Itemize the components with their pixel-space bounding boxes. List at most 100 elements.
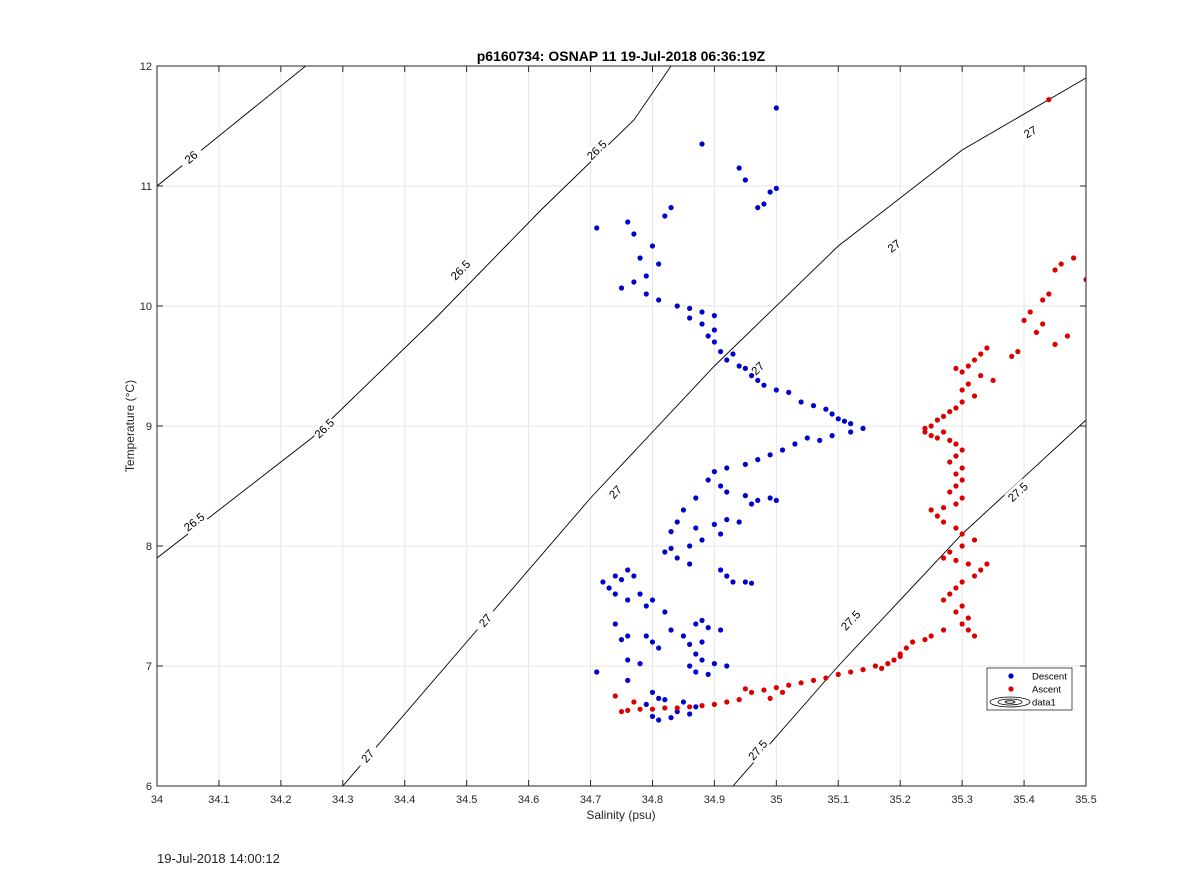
descent-point [711,521,718,528]
descent-point [773,497,779,503]
contour-label-background [472,606,499,635]
ascent-point [940,627,947,633]
ascent-point [965,363,971,369]
descent-point [699,141,705,147]
descent-point [643,633,649,639]
descent-point [779,447,786,453]
ascent-point [934,435,940,441]
descent-point [693,495,699,501]
ascent-point [947,549,953,555]
descent-point [748,373,755,379]
descent-point [705,477,711,483]
descent-point [618,577,625,583]
contour-label-background [177,144,205,171]
descent-point [773,387,779,393]
ascent-point [879,665,885,672]
legend-marker-descent [1008,673,1014,679]
descent-point [625,677,631,684]
x-tick-label: 35.4 [1013,794,1034,806]
series-ascent [612,97,1086,715]
ascent-point [1083,277,1086,283]
descent-point [674,555,680,561]
ascent-point [971,393,978,399]
x-tick-label: 34.1 [208,794,229,806]
descent-point [711,661,718,667]
descent-point [705,625,711,631]
descent-point [643,603,649,609]
y-tick-label: 8 [146,541,152,553]
descent-point [724,465,730,471]
ascent-point [928,433,934,439]
x-tick-label: 35 [770,794,782,806]
ascent-point [786,682,792,688]
descent-point [649,713,656,720]
ascent-point [618,709,625,715]
descent-point [829,433,835,439]
descent-point [717,627,724,633]
descent-point [618,285,625,291]
y-tick-label: 7 [146,661,152,673]
ascent-point [959,465,965,471]
descent-point [674,519,680,525]
descent-point [643,701,649,708]
ascent-point [965,615,971,621]
ascent-point [1058,261,1064,267]
ascent-point [736,697,742,703]
x-tick-label: 35.1 [828,794,849,806]
descent-point [724,517,730,523]
ascent-point [984,561,990,567]
descent-point [767,452,773,458]
descent-point [662,609,668,615]
descent-point [755,377,761,383]
descent-point [742,493,748,499]
descent-point [656,645,662,651]
descent-point [742,461,748,467]
descent-point [742,177,748,183]
descent-point [612,591,618,597]
descent-point [699,639,705,645]
descent-point [773,185,779,191]
ascent-point [953,525,959,531]
y-tick-label: 10 [140,301,152,313]
descent-point [761,382,767,388]
ascent-point [971,573,978,579]
descent-point [724,663,730,669]
x-tick-label: 34.5 [456,794,477,806]
descent-point [705,333,711,339]
ascent-point [860,667,866,673]
ascent-point [1040,321,1046,327]
descent-point [606,585,612,591]
descent-point [717,567,724,573]
descent-point [724,573,730,579]
descent-point [817,437,823,443]
descent-point [618,637,625,643]
ascent-point [953,471,959,477]
contour-label-background [837,606,864,634]
descent-point [625,219,631,225]
legend-label-ascent: Ascent [1032,685,1061,696]
descent-point [742,365,748,371]
descent-point [643,273,649,279]
figure-timestamp: 19-Jul-2018 14:00:12 [157,851,280,866]
ascent-point [940,597,947,603]
ascent-point [662,705,668,711]
descent-point [668,627,674,633]
x-tick-label: 34.4 [394,794,415,806]
contour-label-background [310,415,338,442]
descent-point [637,661,643,667]
descent-point [662,549,668,555]
data-points [594,97,1086,723]
descent-point [594,669,600,675]
descent-point [668,545,674,552]
descent-point [699,617,705,624]
ascent-point [885,661,891,667]
descent-point [730,351,736,357]
ascent-point [687,704,693,710]
ascent-point [1071,255,1077,261]
ascent-point [748,689,755,696]
descent-point [631,231,637,237]
contour-label: 27.5 [747,738,771,763]
contour-label: 26.5 [313,417,337,441]
y-tick-label: 11 [141,181,152,193]
x-tick-label: 34.8 [642,794,663,806]
